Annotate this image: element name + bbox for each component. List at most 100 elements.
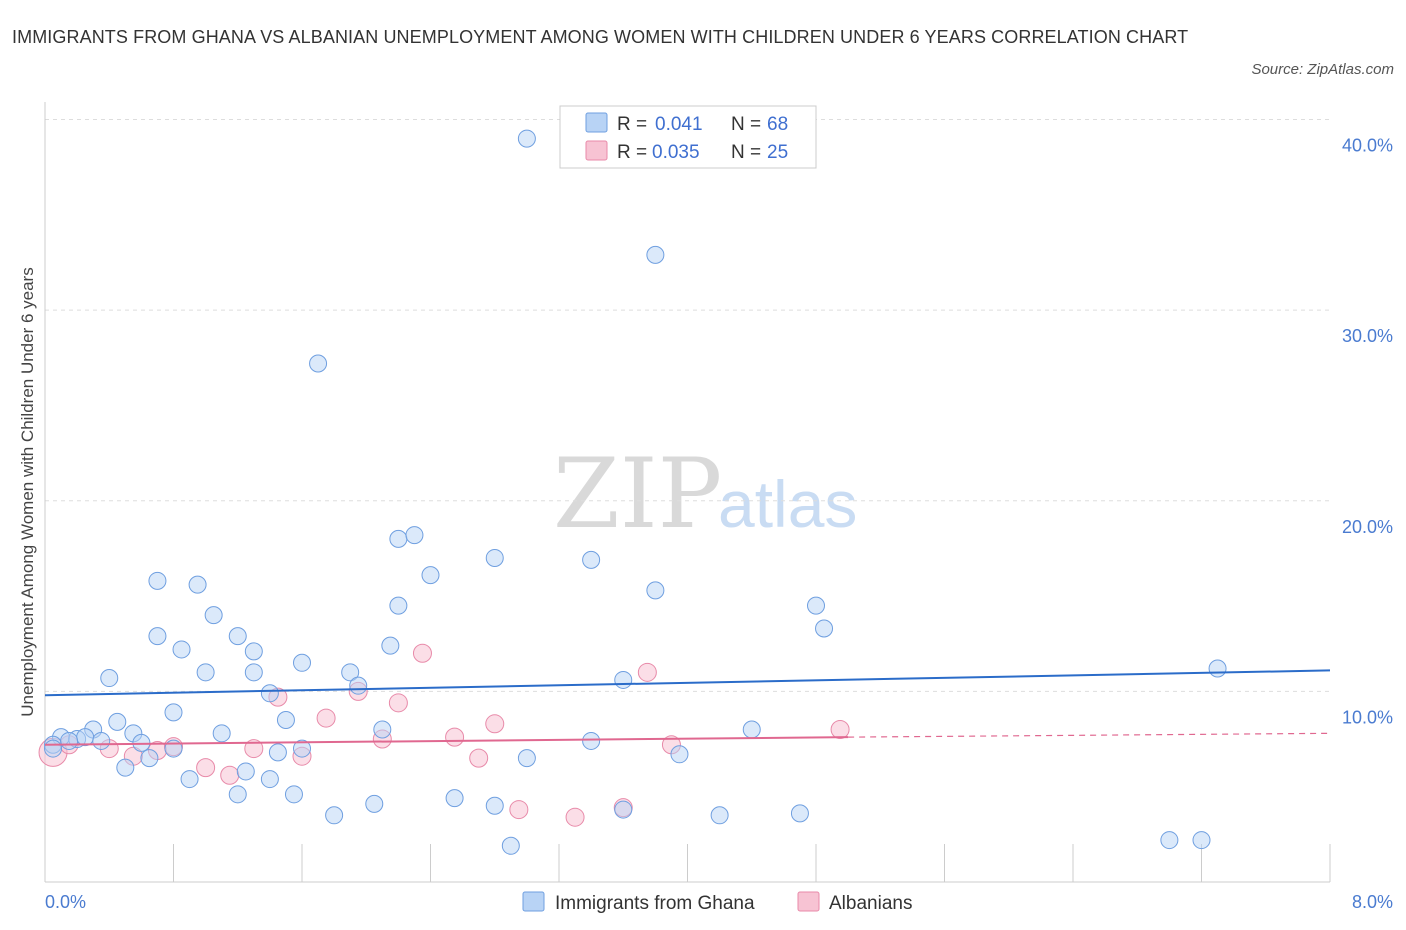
trend-lines xyxy=(44,669,1331,746)
albanians-point xyxy=(244,739,264,759)
albanians-point xyxy=(637,662,657,682)
correlation-legend: R = 0.041 N = 68 R = 0.035 N = 25 xyxy=(559,105,817,169)
source-label: Source: ZipAtlas.com xyxy=(1251,61,1394,78)
ghana-point xyxy=(309,354,328,373)
ghana-point xyxy=(373,720,392,739)
ghana-points xyxy=(44,129,1227,855)
legend-n-label-albanians: N = xyxy=(731,142,761,163)
ghana-point xyxy=(244,663,263,682)
albanians-point xyxy=(316,708,336,728)
ghana-point xyxy=(389,529,408,548)
albanians-point xyxy=(412,643,432,663)
ghana-point xyxy=(381,636,400,655)
watermark-atlas: atlas xyxy=(718,467,857,541)
ghana-point xyxy=(815,619,834,638)
series-legend-label-ghana: Immigrants from Ghana xyxy=(555,893,755,914)
ghana-point xyxy=(148,571,167,590)
ghana-point xyxy=(807,596,825,615)
ghana-point xyxy=(60,731,79,750)
y-tick-label-20: 20.0% xyxy=(1342,517,1393,537)
albanians-point xyxy=(388,693,408,713)
ghana-point xyxy=(742,720,761,739)
x-tick-label-max: 8.0% xyxy=(1352,892,1393,912)
ghana-point xyxy=(140,749,159,768)
ghana-point xyxy=(76,728,95,747)
ghana-point xyxy=(485,548,504,567)
ghana-point xyxy=(100,669,119,688)
ghana-point xyxy=(204,606,223,625)
ghana-point xyxy=(148,627,167,646)
ghana-point xyxy=(421,566,440,585)
albanians-point xyxy=(445,727,465,747)
albanians-trend-line xyxy=(44,736,849,746)
albanians-point xyxy=(565,807,585,827)
ghana-point xyxy=(293,739,311,758)
ghana-point xyxy=(445,789,464,808)
legend-n-value-ghana: 68 xyxy=(767,114,788,135)
albanians-point xyxy=(485,714,505,734)
albanians-point xyxy=(220,765,240,785)
legend-r-label-albanians: R = xyxy=(617,142,647,163)
legend-r-value-albanians: 0.035 xyxy=(652,142,700,163)
ghana-point xyxy=(44,739,63,758)
ghana-point xyxy=(389,596,408,615)
albanians-trend-extension xyxy=(848,732,1331,738)
ghana-point xyxy=(228,627,247,646)
series-legend-swatch-ghana xyxy=(522,891,545,912)
ghana-point xyxy=(790,804,809,823)
ghana-point xyxy=(236,762,255,781)
ghana-point xyxy=(646,245,665,264)
legend-n-value-albanians: 25 xyxy=(767,142,788,163)
watermark-zip: ZIP xyxy=(553,438,722,550)
ghana-point xyxy=(228,785,247,804)
ghana-point xyxy=(582,550,601,569)
albanians-point xyxy=(830,720,850,740)
albanians-point xyxy=(196,758,216,778)
ghana-point xyxy=(517,129,536,148)
ghana-point xyxy=(670,745,689,764)
ghana-point xyxy=(108,712,127,731)
ghana-point xyxy=(1208,659,1227,678)
tick-labels: 10.0% 20.0% 30.0% 40.0% 0.0% 8.0% xyxy=(45,136,1393,912)
ghana-point xyxy=(244,642,263,661)
ghana-point xyxy=(501,836,520,855)
ghana-point xyxy=(614,670,633,689)
ghana-point xyxy=(116,758,135,777)
ghana-point xyxy=(164,703,183,722)
ghana-point xyxy=(268,743,287,762)
ghana-point xyxy=(180,770,199,789)
legend-r-label-ghana: R = xyxy=(617,114,647,135)
ghana-point xyxy=(517,749,536,768)
albanians-points xyxy=(38,643,850,827)
ghana-point xyxy=(325,806,344,825)
ghana-point xyxy=(212,724,231,743)
ghana-point xyxy=(293,653,311,672)
ghana-point xyxy=(276,710,295,729)
legend-r-value-ghana: 0.041 xyxy=(655,114,703,135)
series-legend-swatch-albanians xyxy=(797,891,820,912)
ghana-point xyxy=(341,663,360,682)
ghana-point xyxy=(1192,831,1211,850)
watermark: ZIP atlas xyxy=(553,438,857,550)
ghana-point xyxy=(582,731,601,750)
y-tick-label-30: 30.0% xyxy=(1342,326,1393,346)
y-tick-label-40: 40.0% xyxy=(1342,136,1393,156)
ghana-point xyxy=(196,663,215,682)
y-tick-label-10: 10.0% xyxy=(1342,707,1393,727)
ghana-point xyxy=(92,731,111,750)
ghana-point xyxy=(485,796,504,815)
ghana-point xyxy=(349,676,368,695)
albanians-point xyxy=(469,748,489,768)
ghana-point xyxy=(172,640,191,659)
ghana-point xyxy=(646,581,665,600)
ghana-point xyxy=(188,575,207,594)
ghana-point xyxy=(614,800,633,819)
ghana-point xyxy=(710,806,729,825)
albanians-point xyxy=(509,800,529,820)
chart-title: IMMIGRANTS FROM GHANA VS ALBANIAN UNEMPL… xyxy=(12,27,1189,47)
x-tick-label-min: 0.0% xyxy=(45,892,86,912)
ghana-point xyxy=(405,526,424,545)
ghana-point xyxy=(284,785,303,804)
ghana-point xyxy=(260,770,279,789)
ghana-trend-line xyxy=(44,669,1331,697)
